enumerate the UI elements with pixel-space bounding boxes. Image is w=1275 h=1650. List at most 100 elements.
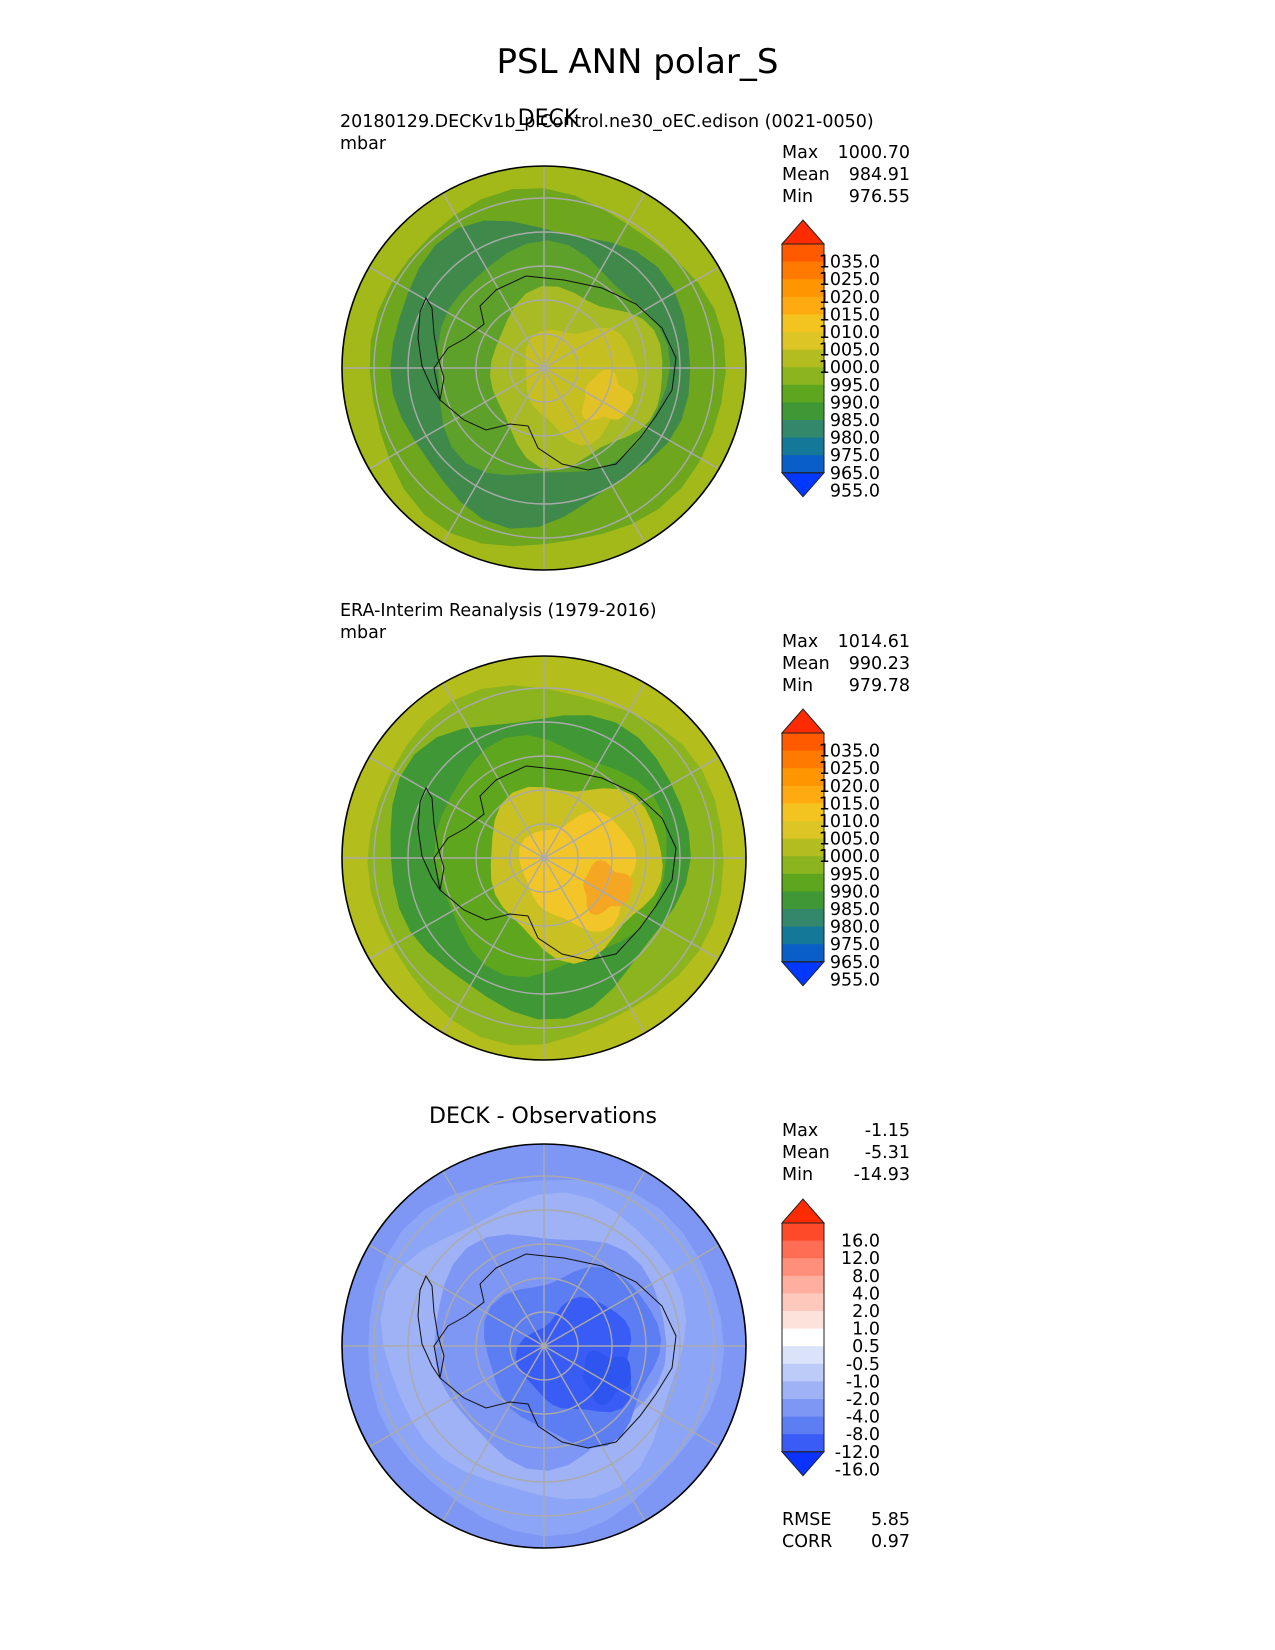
colorbar-tick-label: -4.0 <box>846 1408 880 1428</box>
panel1-polar-map <box>341 165 747 571</box>
colorbar-segment <box>782 367 824 386</box>
stat-min: Min -14.93 <box>782 1165 910 1185</box>
colorbar-tick-label: 2.0 <box>852 1302 880 1322</box>
stat-mean: Mean 984.91 <box>782 165 910 185</box>
antarctica-coastline <box>433 765 677 961</box>
panel1-title: DECK <box>517 106 579 131</box>
colorbar-segment <box>782 768 824 787</box>
panel3-stats: Max -1.15 Mean -5.31 Min -14.93 <box>782 1120 910 1186</box>
colorbar-extend-bottom <box>780 1451 826 1477</box>
colorbar-tick-label: -0.5 <box>846 1355 880 1375</box>
colorbar-tick-label: 1000.0 <box>819 358 880 378</box>
colorbar-tick-label: 990.0 <box>830 393 880 413</box>
panel3-title: DECK - Observations <box>429 1104 657 1129</box>
meridian-line <box>442 682 646 1034</box>
panel2-polar-map <box>341 655 747 1061</box>
colorbar-segment <box>782 1416 824 1435</box>
colorbar-segment <box>782 873 824 892</box>
panel2-units: mbar <box>340 623 387 643</box>
page-title: PSL ANN polar_S <box>496 42 779 82</box>
colorbar-tick-label: 0.5 <box>852 1337 880 1357</box>
colorbar-segment <box>782 1434 824 1453</box>
map-boundary <box>341 1143 747 1549</box>
colorbar-segment <box>782 1311 824 1330</box>
colorbar-segment <box>782 1363 824 1382</box>
colorbar-segment <box>782 420 824 439</box>
colorbar-tick-label: 955.0 <box>830 970 880 990</box>
colorbar-tick-label: 980.0 <box>830 918 880 938</box>
panel1-stats: Max 1000.70 Mean 984.91 Min 976.55 <box>782 142 910 208</box>
colorbar-segment <box>782 349 824 368</box>
colorbar-tick-label: 975.0 <box>830 935 880 955</box>
colorbar-tick-label: 1015.0 <box>819 305 880 325</box>
antarctica-coastline <box>433 1253 677 1449</box>
stat-max: Max 1014.61 <box>782 632 910 652</box>
colorbar-segment <box>782 785 824 804</box>
colorbar-segment <box>782 332 824 351</box>
colorbar-segment <box>782 279 824 298</box>
colorbar-tick-label: 1015.0 <box>819 794 880 814</box>
colorbar-extend-top <box>780 1198 826 1224</box>
colorbar-tick-label: 1035.0 <box>819 253 880 273</box>
map-gridlines <box>342 166 746 570</box>
panel1-units: mbar <box>340 134 387 154</box>
colorbar-segment <box>782 1258 824 1277</box>
colorbar-tick-label: 955.0 <box>830 481 880 501</box>
colorbar-tick-label: 995.0 <box>830 865 880 885</box>
colorbar-tick-label: 965.0 <box>830 464 880 484</box>
panel3-polar-map <box>341 1143 747 1549</box>
map-boundary <box>341 165 747 571</box>
colorbar-segment <box>782 437 824 456</box>
stat-max: Max -1.15 <box>782 1121 910 1141</box>
colorbar-segment <box>782 314 824 333</box>
panel3-colorbar: 16.012.08.04.02.01.00.5-0.5-1.0-2.0-4.0-… <box>780 1198 880 1480</box>
colorbar-tick-label: 1020.0 <box>819 288 880 308</box>
panel2-stats: Max 1014.61 Mean 990.23 Min 979.78 <box>782 631 910 697</box>
colorbar-tick-label: 995.0 <box>830 376 880 396</box>
antarctic-peninsula-coastline <box>417 296 445 402</box>
stat-min: Min 976.55 <box>782 187 910 207</box>
colorbar-frame <box>781 732 825 963</box>
colorbar-segment <box>782 733 824 752</box>
colorbar-segment <box>782 1240 824 1259</box>
colorbar-segment <box>782 1293 824 1312</box>
colorbar-tick-label: -8.0 <box>846 1425 880 1445</box>
colorbar-tick-label: 965.0 <box>830 953 880 973</box>
map-gridlines <box>342 1144 746 1548</box>
colorbar-segment <box>782 244 824 263</box>
colorbar-segment <box>782 402 824 421</box>
colorbar-tick-label: 975.0 <box>830 446 880 466</box>
colorbar-tick-label: 1005.0 <box>819 830 880 850</box>
stat-mean: Mean 990.23 <box>782 654 910 674</box>
colorbar-tick-label: 1020.0 <box>819 777 880 797</box>
colorbar-tick-label: 1010.0 <box>819 812 880 832</box>
metric-rmse: RMSE 5.85 <box>782 1510 910 1530</box>
colorbar-segment <box>782 1275 824 1294</box>
stat-mean: Mean -5.31 <box>782 1143 910 1163</box>
colorbar-frame <box>781 243 825 474</box>
colorbar-tick-label: 985.0 <box>830 900 880 920</box>
colorbar-segment <box>782 1223 824 1242</box>
antarctic-peninsula-coastline <box>417 1274 445 1380</box>
colorbar-segment <box>782 1328 824 1347</box>
colorbar-tick-label: 16.0 <box>841 1232 880 1252</box>
colorbar-tick-label: 1005.0 <box>819 341 880 361</box>
stat-max: Max 1000.70 <box>782 143 910 163</box>
colorbar-segment <box>782 821 824 840</box>
colorbar-segment <box>782 455 824 474</box>
colorbar-segment <box>782 926 824 945</box>
colorbar-tick-label: 985.0 <box>830 411 880 431</box>
colorbar-segment <box>782 750 824 769</box>
panel2-colorbar: 1035.01025.01020.01015.01010.01005.01000… <box>780 708 880 990</box>
colorbar-segment <box>782 1346 824 1365</box>
panel2-subtitle: ERA-Interim Reanalysis (1979-2016) <box>340 601 657 621</box>
colorbar-segment <box>782 803 824 822</box>
metric-corr: CORR 0.97 <box>782 1532 910 1552</box>
colorbar-tick-label: 1010.0 <box>819 323 880 343</box>
colorbar-extend-bottom <box>780 961 826 987</box>
colorbar-extend-bottom <box>780 472 826 498</box>
panel1-subtitle: 20180129.DECKv1b_piControl.ne30_oEC.edis… <box>340 112 874 132</box>
colorbar-segment <box>782 261 824 280</box>
colorbar-tick-label: -16.0 <box>835 1460 880 1480</box>
colorbar-extend-top <box>780 219 826 245</box>
